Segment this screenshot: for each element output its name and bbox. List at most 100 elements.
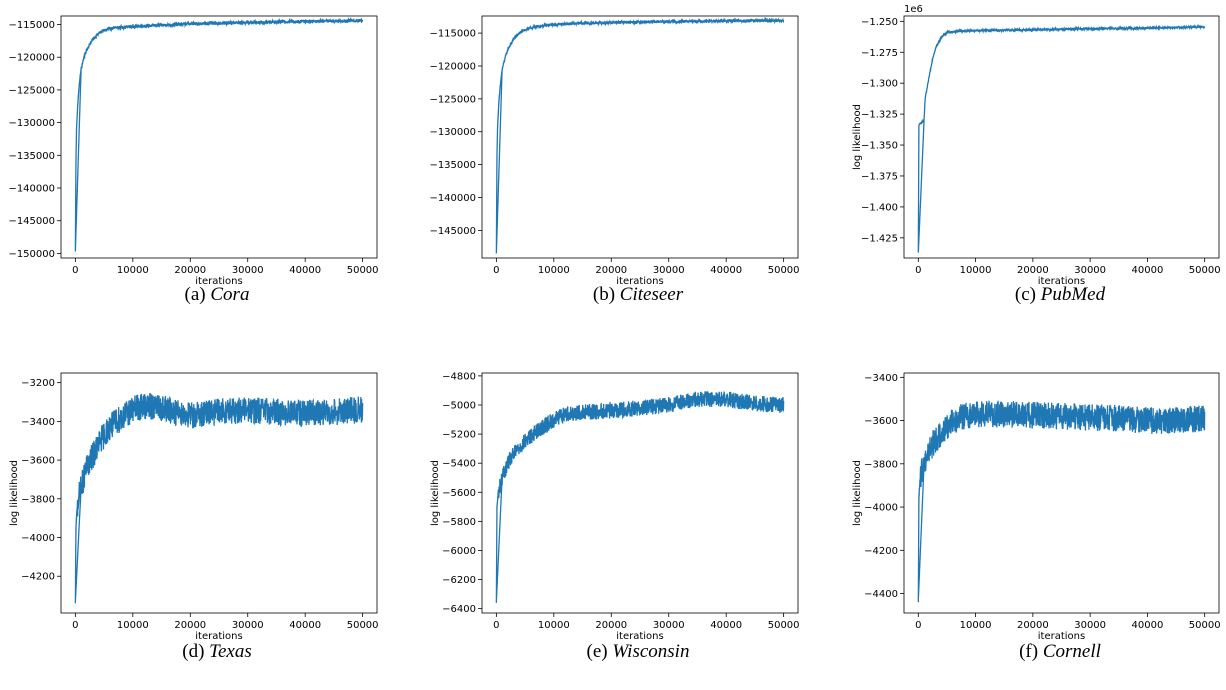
y-axis-label: log likelihood <box>852 460 863 526</box>
x-tick-label: 10000 <box>117 265 149 276</box>
x-tick-label: 50000 <box>347 620 379 631</box>
x-tick-label: 20000 <box>174 620 206 631</box>
y-axis-label: log likelihood <box>9 460 20 526</box>
caption-prefix: (d) <box>182 641 209 662</box>
y-tick-label: −130000 <box>429 127 476 138</box>
series-line <box>917 400 1206 603</box>
y-tick-label: −5800 <box>442 517 476 528</box>
x-tick-label: 0 <box>493 620 499 631</box>
subplot-caption: (f) Cornell <box>1019 641 1101 662</box>
y-tick-label: −140000 <box>8 184 55 195</box>
x-tick-label: 50000 <box>347 265 379 276</box>
series-line <box>495 16 785 254</box>
x-axis-label: iterations <box>1038 276 1085 287</box>
y-tick-label: −1.425 <box>861 233 898 244</box>
x-tick-label: 40000 <box>1132 265 1164 276</box>
y-tick-label: −4200 <box>864 546 898 557</box>
x-tick-label: 20000 <box>595 620 627 631</box>
y-tick-label: −125000 <box>8 85 55 96</box>
y-tick-label: −3400 <box>21 417 55 428</box>
subplot-caption: (b) Citeseer <box>593 284 684 305</box>
x-tick-label: 40000 <box>289 620 321 631</box>
caption-dataset-name: Cora <box>210 284 249 305</box>
x-tick-label: 40000 <box>710 620 742 631</box>
x-tick-label: 0 <box>915 620 921 631</box>
y-tick-label: −1.250 <box>861 17 898 28</box>
subplot-6: 0 10000 20000 30000 40000 50000 −4400 −4200 −400… <box>852 372 1221 662</box>
caption-prefix: (b) <box>593 284 620 305</box>
x-tick-label: 40000 <box>289 265 321 276</box>
y-tick-label: −120000 <box>8 53 55 64</box>
y-tick-label: −1.375 <box>861 171 898 182</box>
caption-dataset-name: Cornell <box>1043 641 1101 662</box>
y-tick-label: −1.300 <box>861 79 898 90</box>
y-offset-label: 1e6 <box>904 4 923 15</box>
y-tick-label: −4000 <box>21 533 55 544</box>
series-line <box>495 391 785 603</box>
y-tick-label: −5000 <box>442 401 476 412</box>
y-tick-label: −3400 <box>864 373 898 384</box>
y-tick-label: −3800 <box>864 459 898 470</box>
y-tick-label: −3800 <box>21 494 55 505</box>
x-tick-label: 20000 <box>174 265 206 276</box>
caption-prefix: (c) <box>1015 284 1041 305</box>
axes-frame <box>60 15 378 259</box>
x-tick-label: 10000 <box>960 620 992 631</box>
y-tick-label: −135000 <box>8 151 55 162</box>
x-tick-label: 50000 <box>768 265 800 276</box>
x-tick-label: 0 <box>72 620 78 631</box>
x-tick-label: 30000 <box>1074 265 1106 276</box>
subplot-2: 0 10000 20000 30000 40000 50000 −145000 −140000… <box>429 15 800 305</box>
x-axis-label: iterations <box>616 631 663 642</box>
axes-frame <box>60 372 378 614</box>
subplot-caption: (c) PubMed <box>1015 284 1106 305</box>
y-tick-label: −135000 <box>429 160 476 171</box>
y-tick-label: −6000 <box>442 546 476 557</box>
x-tick-label: 50000 <box>1189 265 1221 276</box>
y-tick-label: −6400 <box>442 604 476 615</box>
y-tick-label: −1.275 <box>861 48 898 59</box>
caption-prefix: (e) <box>587 641 613 662</box>
axes-frame <box>481 372 799 614</box>
y-tick-label: −5600 <box>442 488 476 499</box>
x-axis-label: iterations <box>195 276 242 287</box>
x-tick-label: 30000 <box>232 265 264 276</box>
x-axis-label: iterations <box>195 631 242 642</box>
y-tick-label: −145000 <box>429 226 476 237</box>
x-tick-label: 30000 <box>232 620 264 631</box>
caption-prefix: (f) <box>1019 641 1043 662</box>
y-tick-label: −4400 <box>864 589 898 600</box>
y-tick-label: −3600 <box>21 456 55 467</box>
subplot-caption: (d) Texas <box>182 641 252 662</box>
x-tick-label: 50000 <box>768 620 800 631</box>
x-tick-label: 20000 <box>595 265 627 276</box>
x-tick-label: 20000 <box>1017 620 1049 631</box>
x-tick-label: 10000 <box>960 265 992 276</box>
subplot-caption: (a) Cora <box>185 284 250 305</box>
y-tick-label: −6200 <box>442 575 476 586</box>
caption-prefix: (a) <box>185 284 211 305</box>
y-tick-label: −5200 <box>442 430 476 441</box>
subplot-caption: (e) Wisconsin <box>587 641 690 662</box>
subplot-3: 0 10000 20000 30000 40000 50000 −1.425 −1.400 −1… <box>852 4 1221 305</box>
y-axis-label: log likelihood <box>430 460 441 526</box>
y-tick-label: −150000 <box>8 249 55 260</box>
y-tick-label: −115000 <box>429 29 476 40</box>
y-tick-label: −1.350 <box>861 141 898 152</box>
y-tick-label: −5400 <box>442 459 476 470</box>
series-line <box>917 23 1206 253</box>
caption-dataset-name: Citeseer <box>620 284 684 305</box>
x-tick-label: 20000 <box>1017 265 1049 276</box>
y-tick-label: −4200 <box>21 572 55 583</box>
y-tick-label: −115000 <box>8 20 55 31</box>
y-tick-label: −4000 <box>864 503 898 514</box>
axes-frame <box>903 15 1220 259</box>
x-axis-label: iterations <box>1038 631 1085 642</box>
caption-dataset-name: Wisconsin <box>612 641 689 662</box>
x-tick-label: 30000 <box>653 265 685 276</box>
x-tick-label: 30000 <box>653 620 685 631</box>
series-line <box>74 16 364 252</box>
x-tick-label: 50000 <box>1189 620 1221 631</box>
y-tick-label: −1.325 <box>861 110 898 121</box>
y-tick-label: −120000 <box>429 61 476 72</box>
